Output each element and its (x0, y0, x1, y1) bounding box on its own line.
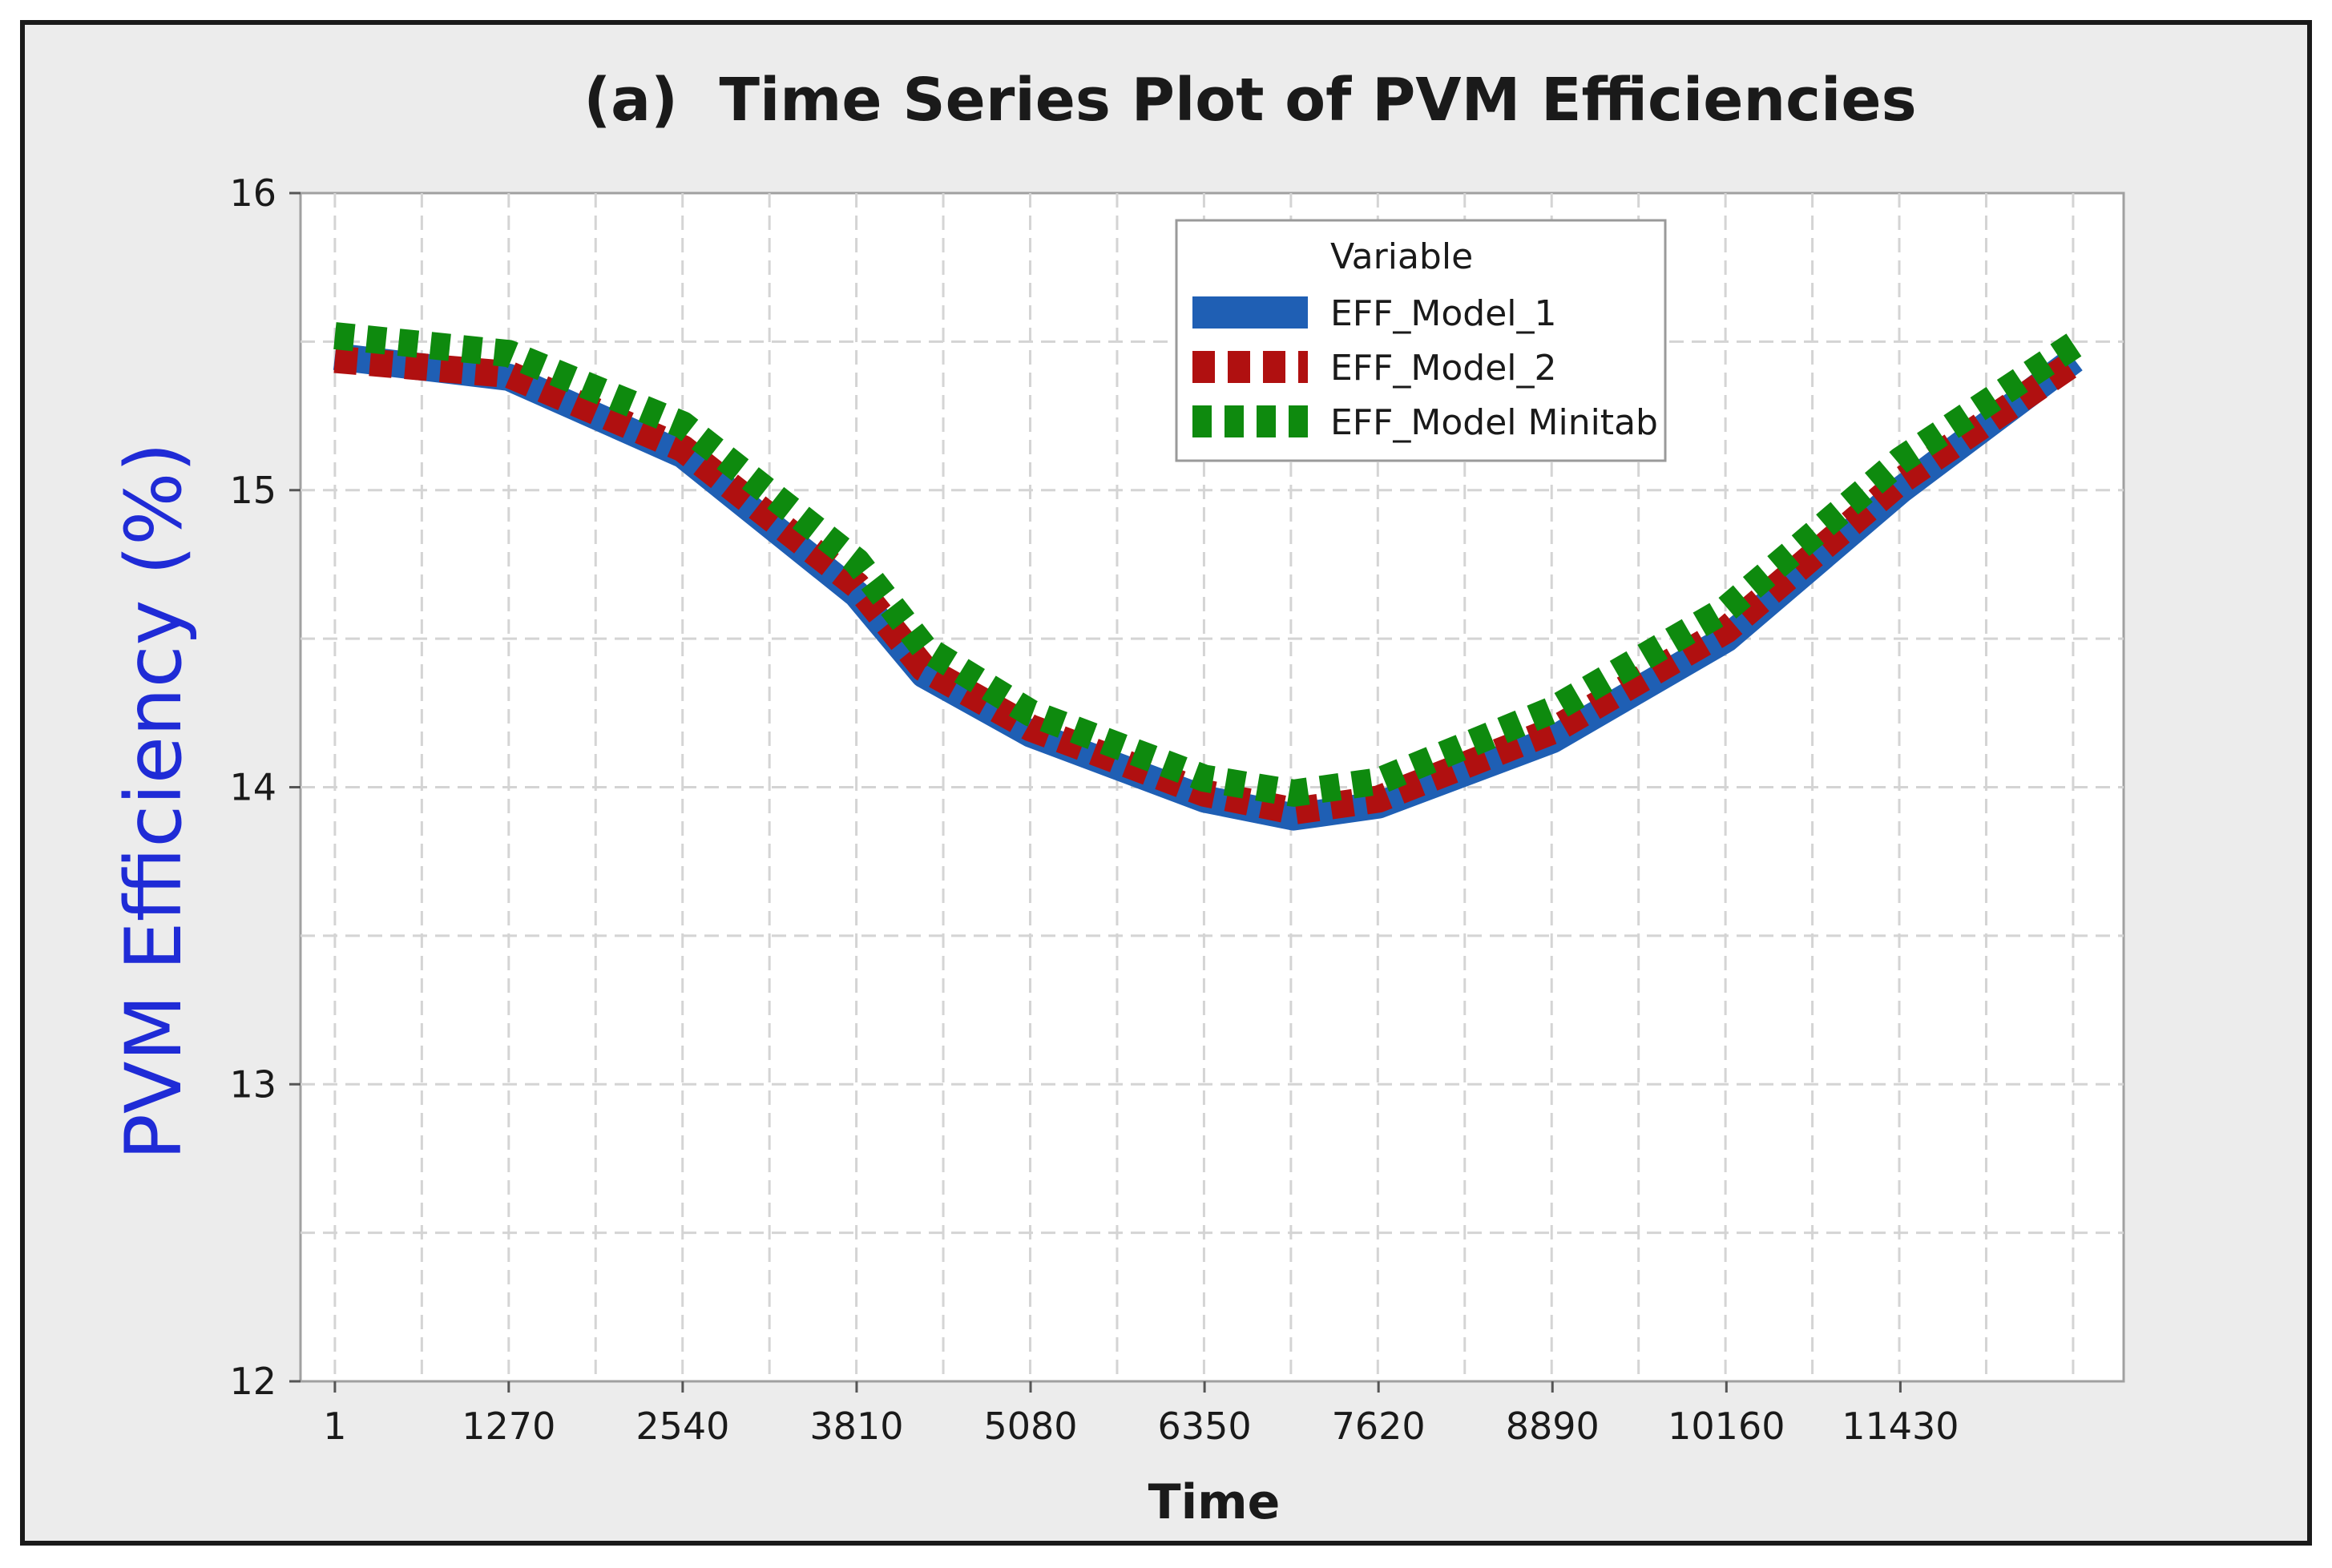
chart-title: (a) Time Series Plot of PVM Efficiencies (583, 66, 1916, 135)
y-tick-label: 15 (229, 469, 276, 512)
series-line-3 (333, 322, 2082, 807)
data-point-series-2 (679, 445, 687, 453)
data-point-series-2 (505, 370, 513, 378)
data-point-series-3 (1289, 789, 1297, 797)
data-point-series-2 (1548, 727, 1556, 735)
data-point-series-3 (920, 643, 928, 651)
x-tick-label: 1270 (462, 1405, 555, 1448)
data-point-series-3 (1548, 706, 1556, 714)
data-point-series-2 (1374, 795, 1382, 803)
data-point-series-2 (853, 581, 861, 589)
x-tick-label: 6350 (1158, 1405, 1252, 1448)
axis-layer: 12 13 14 15 16 1 1270 2540 3810 5080 6350 7620 8890 1… (229, 171, 1959, 1448)
x-tick-label: 1 (323, 1405, 346, 1448)
data-point-series-3 (1027, 709, 1035, 717)
legend-title: Variable (1330, 236, 1473, 277)
legend-label-2: EFF_Model_2 (1330, 348, 1557, 389)
data-point-series-3 (1200, 774, 1208, 782)
data-point-series-3 (1722, 605, 1730, 613)
data-point-series-1 (853, 591, 861, 599)
x-axis-label: Time (1148, 1474, 1281, 1530)
x-tick-label: 8890 (1506, 1405, 1600, 1448)
series-layer (331, 322, 2083, 831)
y-tick-label: 13 (229, 1062, 276, 1106)
y-tick-label: 12 (229, 1360, 276, 1403)
data-point-series-2 (1289, 807, 1297, 815)
series-line-2 (333, 345, 2083, 825)
data-point-series-2 (1896, 478, 1904, 486)
y-axis-label: PVM Efficiency (%) (109, 442, 199, 1160)
data-point-series-3 (331, 332, 339, 340)
data-point-series-2 (920, 664, 928, 672)
data-point-series-3 (1896, 457, 1904, 465)
x-tick-label: 5080 (983, 1405, 1077, 1448)
x-tick-label: 10160 (1668, 1405, 1785, 1448)
y-tick-label: 14 (229, 766, 276, 809)
data-point-series-2 (331, 356, 339, 364)
data-point-series-3 (1374, 777, 1382, 785)
legend-label-3: EFF_Model Minitab (1330, 402, 1658, 443)
y-tick-label: 16 (229, 171, 276, 215)
legend-entries: EFF_Model_1 EFF_Model_2 EFF_Model Minitab (1192, 293, 1658, 443)
x-tick-label: 3810 (809, 1405, 903, 1448)
x-tick-label: 2540 (635, 1405, 729, 1448)
legend-label-1: EFF_Model_1 (1330, 293, 1557, 334)
data-point-series-3 (2070, 341, 2078, 349)
data-point-series-3 (505, 349, 513, 357)
data-point-series-3 (853, 558, 861, 566)
x-tick-label: 7620 (1332, 1405, 1426, 1448)
x-tick-label: 11430 (1842, 1405, 1959, 1448)
data-point-series-2 (1722, 626, 1730, 634)
data-point-series-3 (679, 421, 687, 429)
legend: Variable EFF_Model_1EFF_Model_2EFF_Model… (1175, 219, 1667, 462)
